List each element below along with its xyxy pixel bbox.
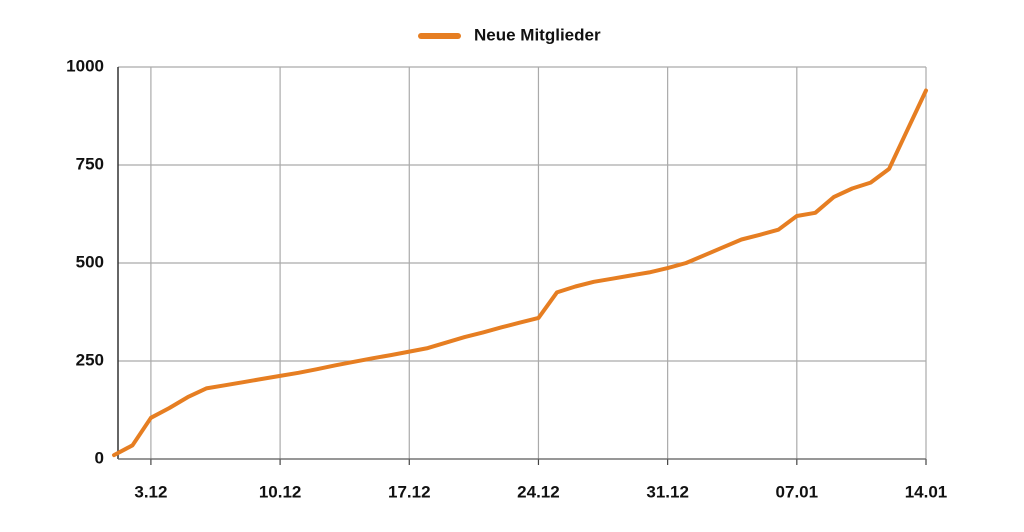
x-tick-label: 10.12 <box>259 482 302 501</box>
x-tick-label: 31.12 <box>646 482 689 501</box>
x-tick-label: 17.12 <box>388 482 431 501</box>
y-tick-label: 1000 <box>66 56 104 75</box>
data-line <box>112 88 928 458</box>
x-tick-label: 24.12 <box>517 482 560 501</box>
y-tick-label: 500 <box>76 252 104 271</box>
x-tick-label: 3.12 <box>134 482 167 501</box>
legend-label: Neue Mitglieder <box>474 25 601 44</box>
x-tick-label: 07.01 <box>776 482 819 501</box>
y-tick-label: 0 <box>95 448 104 467</box>
y-tick-label: 750 <box>76 154 104 173</box>
x-tick-label: 14.01 <box>905 482 948 501</box>
y-tick-label: 250 <box>76 350 104 369</box>
